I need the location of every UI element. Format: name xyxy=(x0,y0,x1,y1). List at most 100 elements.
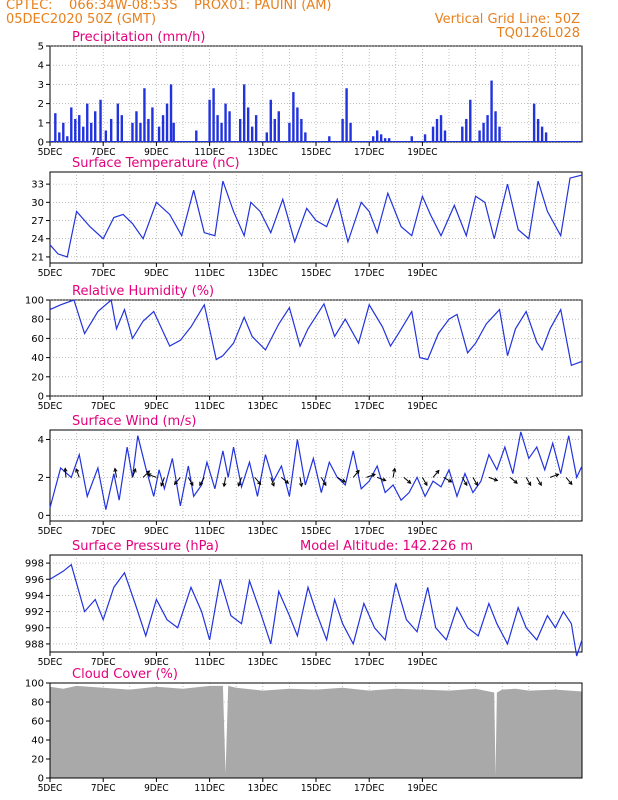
wind-vector-head xyxy=(160,482,165,487)
temperature-ytick-label: 27 xyxy=(31,216,44,227)
precipitation-bar xyxy=(423,134,427,142)
wind-vector xyxy=(421,477,428,486)
humidity-ytick-label: 20 xyxy=(31,372,44,383)
precipitation-bar xyxy=(371,136,375,142)
wind-vector xyxy=(174,477,181,485)
precipitation-bar xyxy=(273,118,276,142)
wind-vector xyxy=(299,477,303,487)
cloud-cover-ytick-label: 0 xyxy=(38,774,44,785)
precipitation-bar xyxy=(109,118,113,142)
precipitation-bar xyxy=(169,84,173,142)
precipitation-bar xyxy=(82,126,85,142)
humidity-ytick-label: 40 xyxy=(31,353,44,364)
header-date: 05DEC2020 50Z (GMT) xyxy=(6,12,157,27)
wind-vector xyxy=(536,477,542,486)
precipitation-ytick-label: 5 xyxy=(38,42,44,53)
humidity-xtick-label: 9DEC xyxy=(144,401,169,412)
wind-xtick-label: 5DEC xyxy=(38,526,63,537)
humidity-xtick-label: 15DEC xyxy=(301,401,331,412)
wind-vector xyxy=(160,477,165,487)
pressure-ytick-label: 996 xyxy=(25,575,44,586)
wind-vector xyxy=(147,473,157,478)
wind-vector-head xyxy=(341,478,346,483)
cloud-cover-xtick-label: 19DEC xyxy=(407,783,437,794)
precipitation-bar xyxy=(104,130,108,142)
precipitation-bar xyxy=(250,126,254,142)
wind-ytick-label: 2 xyxy=(38,473,44,484)
wind-xtick-label: 11DEC xyxy=(194,526,224,537)
precipitation-bar xyxy=(135,111,138,142)
precipitation-bar xyxy=(443,130,447,142)
cloud-cover-ytick-label: 80 xyxy=(31,698,44,709)
precipitation-bar xyxy=(220,122,223,142)
precipitation-bar xyxy=(431,126,435,142)
precipitation-bar xyxy=(435,118,439,142)
cloud-cover-xtick-label: 15DEC xyxy=(301,783,331,794)
precipitation-bar xyxy=(349,122,352,142)
wind-vector-head xyxy=(270,482,275,487)
precipitation-bar xyxy=(70,107,73,142)
wind-xtick-label: 7DEC xyxy=(91,526,116,537)
precipitation-bar xyxy=(296,107,299,142)
wind-vector xyxy=(142,470,150,478)
humidity-series-line xyxy=(49,298,583,367)
pressure-title: Surface Pressure (hPa) xyxy=(72,539,219,554)
temperature-xtick-label: 11DEC xyxy=(194,268,224,279)
header-station: CPTEC: 066:34W-08:53S PROX01: PAUINI (AM… xyxy=(6,0,332,13)
temperature-title: Surface Temperature (nC) xyxy=(72,156,240,171)
precipitation-bar xyxy=(165,103,169,142)
precipitation-bar xyxy=(536,118,540,142)
wind-vector xyxy=(64,468,67,478)
wind-vector-head xyxy=(513,479,518,484)
temperature-series-line xyxy=(49,174,583,258)
precipitation-bar xyxy=(78,115,81,142)
wind-vector xyxy=(392,468,396,478)
precipitation-bar xyxy=(288,122,291,142)
precipitation-bar xyxy=(99,99,102,142)
precipitation-bar xyxy=(478,130,481,142)
wind-vector xyxy=(270,477,275,487)
wind-vector-head xyxy=(173,480,178,486)
wind-vector xyxy=(461,477,468,486)
cloud-cover-ytick-label: 40 xyxy=(31,736,44,747)
wind-vector xyxy=(472,477,478,486)
wind-vector xyxy=(488,476,498,481)
pressure-xtick-label: 15DEC xyxy=(301,657,331,668)
pressure-series-line xyxy=(49,563,583,657)
precipitation-bar xyxy=(265,132,268,142)
wind-vector xyxy=(565,477,573,485)
cloud-cover-xtick-label: 11DEC xyxy=(194,783,224,794)
precipitation-xtick-label: 7DEC xyxy=(91,147,116,158)
wind-vector xyxy=(199,477,205,486)
precipitation-bar xyxy=(208,99,211,142)
temperature-xtick-label: 19DEC xyxy=(407,268,437,279)
precipitation-bar xyxy=(494,111,497,142)
temperature-ytick-label: 21 xyxy=(31,252,44,263)
header-code: TQ0126L028 xyxy=(496,26,580,41)
wind-xtick-label: 13DEC xyxy=(248,526,278,537)
precipitation-bar xyxy=(345,88,348,142)
wind-vector xyxy=(525,477,532,486)
precipitation-bar xyxy=(228,111,231,142)
cloud-cover-xtick-label: 13DEC xyxy=(248,783,278,794)
precipitation-bar xyxy=(66,136,69,142)
precipitation-bar xyxy=(139,122,142,142)
precipitation-bar xyxy=(300,118,303,142)
humidity-ytick-label: 0 xyxy=(38,392,44,403)
wind-vector xyxy=(223,477,227,487)
wind-vector xyxy=(509,477,518,484)
pressure-xtick-label: 9DEC xyxy=(144,657,169,668)
precipitation-bar xyxy=(216,115,219,142)
humidity-ytick-label: 80 xyxy=(31,315,44,326)
wind-vector xyxy=(377,476,386,481)
precipitation-bar xyxy=(498,126,501,142)
precipitation-bar xyxy=(212,88,215,142)
humidity-xtick-label: 11DEC xyxy=(194,401,224,412)
humidity-xtick-label: 7DEC xyxy=(91,401,116,412)
precipitation-bar xyxy=(277,111,280,142)
precipitation-bar xyxy=(74,118,77,142)
wind-vector xyxy=(403,477,411,484)
wind-xtick-label: 17DEC xyxy=(354,526,384,537)
temperature-xtick-label: 17DEC xyxy=(354,268,384,279)
